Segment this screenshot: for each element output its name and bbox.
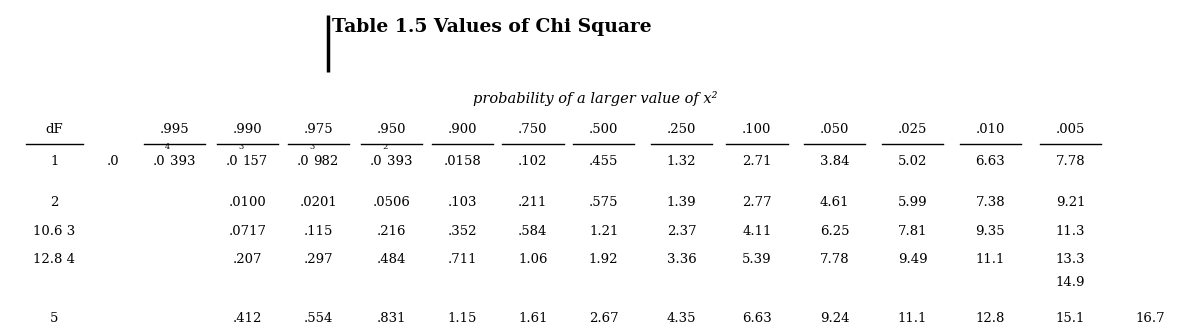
Text: .0: .0	[225, 155, 238, 168]
Text: 5.02: 5.02	[898, 155, 927, 168]
Text: 9.21: 9.21	[1055, 196, 1086, 209]
Text: 3: 3	[238, 143, 243, 151]
Text: 12.8: 12.8	[976, 312, 1005, 325]
Text: 4.35: 4.35	[666, 312, 697, 325]
Text: 2: 2	[382, 143, 387, 151]
Text: 11.3: 11.3	[1055, 225, 1086, 238]
Text: 16.7: 16.7	[1135, 312, 1166, 325]
Text: 10.6 3: 10.6 3	[33, 225, 75, 238]
Text: 9.24: 9.24	[819, 312, 850, 325]
Text: .0717: .0717	[229, 225, 266, 238]
Text: dF: dF	[46, 123, 62, 136]
Text: .216: .216	[376, 225, 407, 238]
Text: .0158: .0158	[443, 155, 481, 168]
Text: .207: .207	[232, 253, 263, 266]
Text: .0: .0	[369, 155, 382, 168]
Text: 4: 4	[165, 143, 170, 151]
Text: .297: .297	[303, 253, 334, 266]
Text: 393: 393	[170, 155, 196, 168]
Text: .211: .211	[519, 196, 547, 209]
Text: .500: .500	[590, 123, 618, 136]
Text: 7.81: 7.81	[897, 225, 928, 238]
Text: 3.84: 3.84	[819, 155, 850, 168]
Text: 4.11: 4.11	[743, 225, 771, 238]
Text: Table 1.5 Values of Chi Square: Table 1.5 Values of Chi Square	[332, 18, 652, 37]
Text: 982: 982	[314, 155, 338, 168]
Text: 7.38: 7.38	[975, 196, 1006, 209]
Text: 4.61: 4.61	[819, 196, 850, 209]
Text: 1.21: 1.21	[590, 225, 618, 238]
Text: 1.61: 1.61	[518, 312, 548, 325]
Text: .0100: .0100	[229, 196, 266, 209]
Text: .455: .455	[590, 155, 618, 168]
Text: .0: .0	[296, 155, 309, 168]
Text: .025: .025	[898, 123, 927, 136]
Text: .0506: .0506	[373, 196, 410, 209]
Text: .554: .554	[304, 312, 332, 325]
Text: 11.1: 11.1	[898, 312, 927, 325]
Text: .995: .995	[159, 123, 190, 136]
Text: .102: .102	[519, 155, 547, 168]
Text: .950: .950	[376, 123, 407, 136]
Text: 13.3: 13.3	[1055, 253, 1086, 266]
Text: .900: .900	[447, 123, 477, 136]
Text: .115: .115	[304, 225, 332, 238]
Text: .484: .484	[377, 253, 406, 266]
Text: .831: .831	[376, 312, 407, 325]
Text: 5: 5	[50, 312, 59, 325]
Text: probability of a larger value of x²: probability of a larger value of x²	[473, 91, 718, 106]
Text: 3: 3	[309, 143, 314, 151]
Text: 7.78: 7.78	[1055, 155, 1086, 168]
Text: .005: .005	[1056, 123, 1085, 136]
Text: .990: .990	[232, 123, 263, 136]
Text: 2.37: 2.37	[666, 225, 697, 238]
Text: 393: 393	[387, 155, 413, 168]
Text: 2.71: 2.71	[742, 155, 772, 168]
Text: 2: 2	[50, 196, 59, 209]
Text: 15.1: 15.1	[1056, 312, 1085, 325]
Text: .250: .250	[667, 123, 696, 136]
Text: 9.35: 9.35	[975, 225, 1006, 238]
Text: 5.99: 5.99	[897, 196, 928, 209]
Text: 157: 157	[243, 155, 268, 168]
Text: .0: .0	[152, 155, 165, 168]
Text: 9.49: 9.49	[897, 253, 928, 266]
Text: .010: .010	[976, 123, 1005, 136]
Text: 11.1: 11.1	[976, 253, 1005, 266]
Text: 2.67: 2.67	[588, 312, 619, 325]
Text: .100: .100	[743, 123, 771, 136]
Text: 1.92: 1.92	[588, 253, 619, 266]
Text: 3.36: 3.36	[666, 253, 697, 266]
Text: 6.25: 6.25	[819, 225, 850, 238]
Text: 1.15: 1.15	[448, 312, 476, 325]
Text: 6.63: 6.63	[975, 155, 1006, 168]
Text: 1.32: 1.32	[666, 155, 697, 168]
Text: 2.77: 2.77	[742, 196, 772, 209]
Text: 7.78: 7.78	[819, 253, 850, 266]
Text: 14.9: 14.9	[1055, 277, 1086, 289]
Text: .0: .0	[107, 155, 119, 168]
Text: 1.06: 1.06	[518, 253, 548, 266]
Text: 1.39: 1.39	[666, 196, 697, 209]
Text: .750: .750	[518, 123, 548, 136]
Text: 1: 1	[50, 155, 59, 168]
Text: .711: .711	[447, 253, 477, 266]
Text: .412: .412	[233, 312, 262, 325]
Text: 6.63: 6.63	[742, 312, 772, 325]
Text: .975: .975	[303, 123, 334, 136]
Text: 5.39: 5.39	[742, 253, 772, 266]
Text: .575: .575	[588, 196, 619, 209]
Text: .103: .103	[447, 196, 477, 209]
Text: .352: .352	[447, 225, 477, 238]
Text: .584: .584	[519, 225, 547, 238]
Text: .050: .050	[821, 123, 849, 136]
Text: 12.8 4: 12.8 4	[33, 253, 75, 266]
Text: .0201: .0201	[299, 196, 337, 209]
